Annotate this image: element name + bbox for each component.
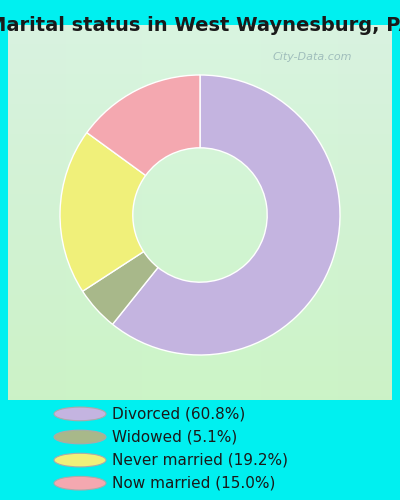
Text: Widowed (5.1%): Widowed (5.1%) <box>112 430 237 444</box>
Circle shape <box>54 407 106 420</box>
Wedge shape <box>87 75 200 176</box>
Wedge shape <box>112 75 340 355</box>
Text: Now married (15.0%): Now married (15.0%) <box>112 476 275 490</box>
Wedge shape <box>60 132 146 291</box>
Circle shape <box>54 454 106 467</box>
Circle shape <box>54 476 106 490</box>
Text: Never married (19.2%): Never married (19.2%) <box>112 452 288 468</box>
Text: City-Data.com: City-Data.com <box>272 52 352 62</box>
Text: Divorced (60.8%): Divorced (60.8%) <box>112 406 245 422</box>
Text: Marital status in West Waynesburg, PA: Marital status in West Waynesburg, PA <box>0 16 400 35</box>
Wedge shape <box>82 252 158 324</box>
Circle shape <box>54 430 106 444</box>
